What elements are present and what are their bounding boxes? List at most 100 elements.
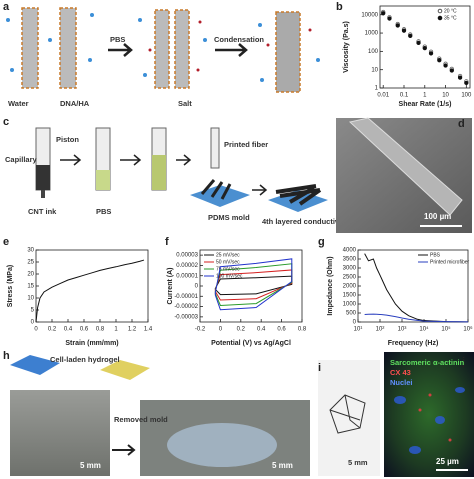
point (428, 51, 434, 56)
plot-frame (35, 249, 149, 323)
annotation: PDMS mold (208, 213, 250, 222)
annotation: Piston (56, 135, 79, 144)
x-tick-label: 0.2 (237, 327, 246, 333)
x-tick-label: 0 (219, 327, 223, 333)
y-tick-label: 5 (31, 308, 35, 314)
x-tick-label: 10³ (398, 327, 407, 333)
photo (318, 360, 380, 476)
annotation: PBS (110, 35, 125, 44)
y-tick-label: 0 (353, 320, 357, 326)
legend-text: CX 43 (390, 368, 411, 377)
legend-text: PBS (430, 252, 441, 258)
x-tick-label: 0.1 (400, 93, 409, 99)
point (395, 23, 400, 28)
y-tick-label: 4000 (343, 248, 357, 254)
y-tick-label: -0.00001 (174, 294, 198, 300)
point (408, 33, 413, 39)
x-tick-label: 10 (442, 93, 449, 99)
line (214, 263, 293, 306)
y-tick-label: -0.00002 (174, 304, 198, 310)
y-axis-label: Impedance (Ohm) (327, 256, 334, 315)
point (401, 28, 407, 33)
x-tick-label: 0.6 (80, 327, 89, 333)
annotation: Water (8, 99, 29, 108)
x-tick-label: 10⁵ (441, 326, 451, 333)
legend-text: 100 mV/sec (216, 273, 243, 279)
y-tick-label: 0.00003 (176, 253, 198, 259)
annotation: CNT ink (28, 207, 57, 216)
x-tick-label: 10⁴ (419, 326, 429, 333)
line (214, 275, 293, 296)
y-tick-label: 1000 (365, 31, 379, 37)
x-tick-label: 10⁶ (463, 326, 473, 333)
y-axis-label: Current (A) (167, 268, 174, 305)
panel-a-illustration (6, 7, 320, 93)
y-tick-label: 10000 (361, 12, 378, 18)
x-tick-label: 0.2 (48, 327, 57, 333)
fiber (348, 117, 463, 216)
y-tick-label: 3500 (343, 257, 357, 263)
legend-text: 75 mV/sec (216, 266, 240, 272)
y-tick-label: 0 (31, 320, 35, 326)
scale-label: 100 µm (424, 212, 451, 221)
x-axis-label: Strain (mm/mm) (65, 340, 118, 347)
y-tick-label: -0.00003 (174, 314, 198, 320)
legend-marker (437, 8, 443, 14)
x-axis-label: Frequency (Hz) (388, 340, 439, 347)
y-axis-label: Stress (MPa) (7, 265, 14, 307)
x-tick-label: 10¹ (354, 327, 363, 333)
y-tick-label: 20 (27, 272, 34, 278)
point (387, 16, 392, 21)
point (422, 45, 427, 51)
y-tick-label: 10 (371, 67, 378, 73)
point (443, 63, 448, 68)
legend-text: 50 mV/sec (216, 259, 240, 265)
panel-label: d (458, 118, 465, 130)
annotation: Condensation (214, 35, 264, 44)
panel-label: e (3, 236, 9, 248)
line (364, 253, 469, 323)
legend-text: 25 mV/sec (216, 252, 240, 258)
y-tick-label: 0.00001 (176, 273, 198, 279)
hydrogel (167, 423, 277, 467)
network (329, 394, 366, 434)
panel-label: h (3, 350, 10, 362)
y-tick-label: 0 (195, 284, 199, 290)
scale-label: 25 µm (436, 457, 459, 466)
photo (10, 390, 110, 476)
panel-label: c (3, 116, 9, 128)
y-tick-label: 30 (27, 248, 34, 254)
y-axis-label: Viscosity (Pa.s) (343, 21, 350, 73)
line (214, 258, 293, 311)
annotation: Salt (178, 99, 192, 108)
y-tick-label: 15 (27, 284, 34, 290)
mold-icon (10, 355, 60, 375)
annotation: Cell-laden hydrogel (50, 355, 120, 364)
point (437, 58, 442, 63)
x-tick-label: -0.2 (195, 327, 206, 333)
x-tick-label: 0.6 (277, 327, 286, 333)
x-tick-label: 0.4 (64, 327, 73, 333)
line (364, 313, 469, 323)
annotation: PBS (96, 207, 111, 216)
y-tick-label: 3000 (343, 266, 357, 272)
annotation: 4th layered conductive fiber network (262, 217, 393, 226)
x-tick-label: 0.8 (298, 327, 307, 333)
x-tick-label: 0.4 (257, 327, 266, 333)
sem-image (336, 118, 472, 233)
point (457, 75, 463, 80)
scale-label: 5 mm (272, 461, 293, 470)
y-tick-label: 10 (27, 296, 34, 302)
x-axis-label: Shear Rate (1/s) (399, 101, 452, 108)
legend-marker (437, 15, 443, 21)
scale-label: 5 mm (348, 458, 368, 467)
annotation: Removed mold (114, 415, 168, 424)
scale-label: 5 mm (80, 461, 101, 470)
x-tick-label: 0.8 (96, 327, 105, 333)
y-tick-label: 1500 (343, 293, 357, 299)
y-tick-label: 500 (346, 311, 357, 317)
y-tick-label: 100 (368, 49, 379, 55)
legend-text: Nuclei (390, 378, 413, 387)
legend-text: 35 °C (444, 15, 457, 21)
panel-label: a (3, 1, 10, 13)
